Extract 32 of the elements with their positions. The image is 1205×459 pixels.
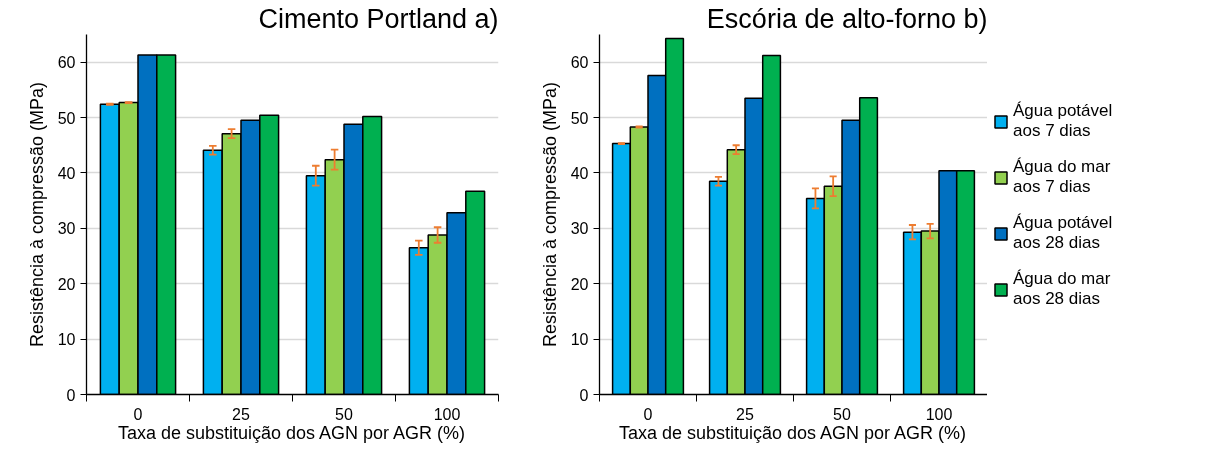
chart-title: Escória de alto-forno b) [706, 3, 988, 34]
y-tick-label: 50 [57, 109, 76, 127]
y-tick-label: 10 [570, 331, 589, 349]
x-tick-label: 0 [133, 405, 143, 423]
y-tick-label: 20 [57, 275, 76, 293]
y-tick-label: 60 [570, 54, 589, 72]
y-tick-label: 30 [570, 220, 589, 238]
legend-label: Água do mar aos 28 dias [1013, 269, 1111, 309]
y-tick-label: 30 [57, 220, 76, 238]
y-axis-title: Resistência à compressão (MPa) [26, 81, 47, 348]
chart-title: Cimento Portland a) [258, 3, 499, 34]
y-tick-label: 50 [570, 109, 589, 127]
legend-label: Água potável aos 28 dias [1013, 213, 1113, 253]
x-axis-title: Taxa de substituição dos AGN por AGR (%) [618, 422, 967, 443]
x-tick-label: 100 [433, 405, 461, 423]
x-tick-label: 0 [643, 405, 653, 423]
y-tick-label: 40 [57, 164, 76, 182]
y-axis-title: Resistência à compressão (MPa) [539, 81, 560, 348]
x-axis-title: Taxa de substituição dos AGN por AGR (%) [117, 422, 466, 443]
x-tick-label: 50 [335, 405, 353, 423]
y-tick-label: 60 [57, 54, 76, 72]
legend-label: Água do mar aos 7 dias [1013, 157, 1111, 197]
y-tick-label: 0 [579, 386, 589, 404]
y-tick-label: 20 [570, 275, 589, 293]
y-tick-label: 10 [57, 331, 76, 349]
x-tick-label: 50 [833, 405, 851, 423]
legend-label: Água potável aos 7 dias [1013, 101, 1113, 141]
x-tick-label: 100 [925, 405, 953, 423]
y-tick-label: 0 [66, 386, 76, 404]
x-tick-label: 25 [736, 405, 754, 423]
x-tick-label: 25 [232, 405, 250, 423]
y-tick-label: 40 [570, 164, 589, 182]
